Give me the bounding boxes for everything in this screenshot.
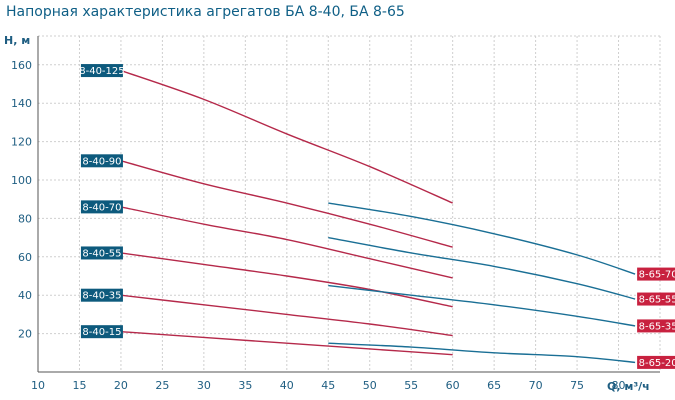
y-tick-label: 80 [18, 212, 32, 225]
series-label-8-40-125: 8-40-125 [79, 64, 125, 78]
y-tick-label: 120 [11, 136, 32, 149]
series-line-8-65-55 [328, 236, 636, 300]
x-tick-label: 35 [238, 379, 252, 392]
series-label-box [637, 355, 675, 369]
series-label-8-40-55: 8-40-55 [80, 246, 123, 260]
x-tick-label: 60 [446, 379, 460, 392]
x-tick-label: 30 [197, 379, 211, 392]
x-tick-label: 50 [363, 379, 377, 392]
series-label-box [80, 246, 123, 260]
series-label-box [637, 292, 675, 306]
series-label-8-65-20: 8-65-20 [637, 355, 675, 369]
series-line-8-40-35 [120, 294, 453, 337]
series-label-text: 8-65-55 [639, 295, 675, 306]
series-line-8-40-125 [120, 69, 453, 204]
series-label-box [80, 154, 123, 168]
series-label-box [80, 64, 123, 78]
x-tick-label: 40 [280, 379, 294, 392]
series-label-8-65-35: 8-65-35 [637, 319, 675, 333]
x-tick-label: 15 [72, 379, 86, 392]
x-tick-label: 80 [612, 379, 626, 392]
series-label-text: 8-65-70 [639, 270, 675, 281]
series-line-8-65-70 [328, 202, 636, 275]
y-tick-label: 40 [18, 289, 32, 302]
series-label-text: 8-40-35 [82, 291, 121, 302]
x-tick-label: 45 [321, 379, 335, 392]
chart-title: Напорная характеристика агрегатов БА 8-4… [6, 4, 405, 20]
x-axis-label: Q, м³/ч [607, 380, 650, 393]
series-line-8-65-20 [328, 342, 636, 364]
x-tick-label: 55 [404, 379, 418, 392]
series-line-8-65-35 [328, 284, 636, 327]
series-label-text: 8-65-35 [639, 321, 675, 332]
series-label-box [80, 325, 123, 339]
y-tick-label: 20 [18, 328, 32, 341]
axes: 10 15 20 25 30 35 40 45 50 55 60 65 70 75 80 20 40 60 80 10… [11, 36, 660, 392]
y-tick-label: 140 [11, 97, 32, 110]
x-tick-label: 10 [31, 379, 45, 392]
series-label-8-40-90: 8-40-90 [80, 154, 123, 168]
x-tick-label: 75 [570, 379, 584, 392]
series-label-text: 8-40-55 [82, 248, 121, 259]
series-label-8-40-70: 8-40-70 [80, 200, 123, 214]
series-label-8-40-15: 8-40-15 [80, 325, 123, 339]
series-label-text: 8-65-20 [639, 358, 675, 369]
series-label-text: 8-40-70 [82, 202, 121, 213]
series-label-8-65-70: 8-65-70 [637, 267, 675, 281]
y-tick-label: 60 [18, 251, 32, 264]
series-label-text: 8-40-90 [82, 156, 121, 167]
series-line-8-40-15 [120, 330, 453, 356]
series-line-8-40-70 [120, 206, 453, 279]
series-label-text: 8-40-125 [79, 66, 124, 77]
y-tick-label: 160 [11, 59, 32, 72]
series-label-8-40-35: 8-40-35 [80, 288, 123, 302]
series-labels: 8-40-125 8-40-90 8-40-70 8-40-55 8-40-35 8-40… [79, 64, 675, 369]
y-axis-label: H, м [4, 34, 30, 47]
series-label-box [637, 267, 675, 281]
series-label-text: 8-40-15 [82, 327, 121, 338]
x-tick-label: 20 [114, 379, 128, 392]
series-line-8-40-90 [120, 160, 453, 248]
x-tick-label: 70 [529, 379, 543, 392]
series-label-8-65-55: 8-65-55 [637, 292, 675, 306]
series-label-box [80, 200, 123, 214]
x-tick-label: 65 [487, 379, 501, 392]
series-label-box [637, 319, 675, 333]
series-line-8-40-55 [120, 252, 453, 308]
series-lines [120, 69, 636, 364]
x-tick-label: 25 [155, 379, 169, 392]
grid [37, 35, 661, 372]
series-label-box [80, 288, 123, 302]
y-tick-label: 100 [11, 174, 32, 187]
